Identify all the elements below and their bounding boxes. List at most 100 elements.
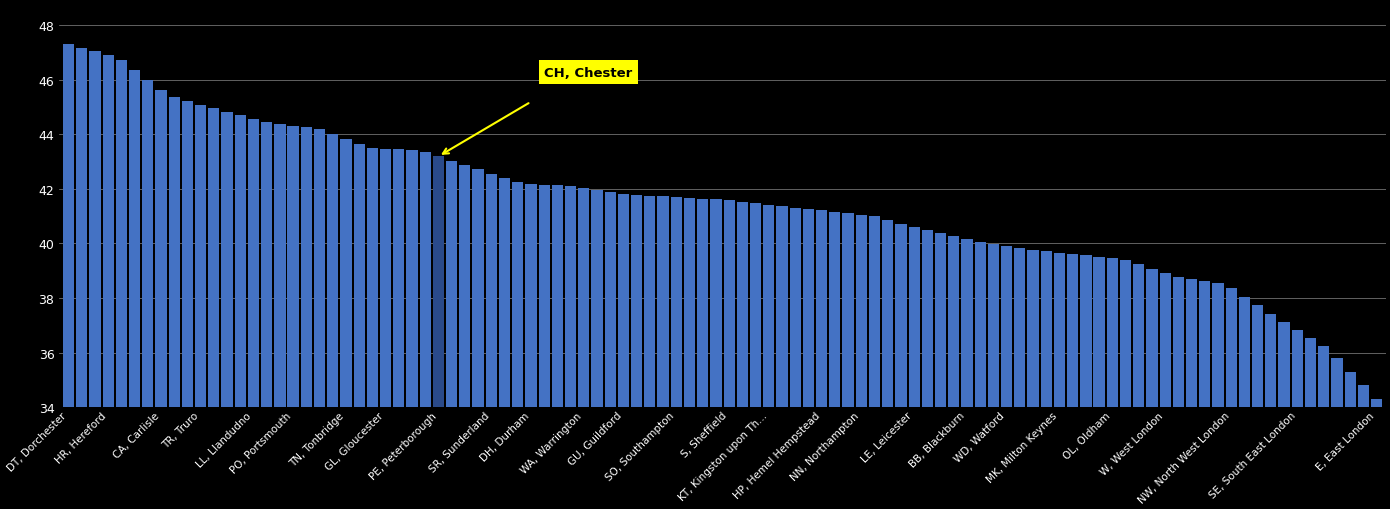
Text: CH, Chester: CH, Chester <box>543 67 632 79</box>
Bar <box>1371 399 1382 407</box>
Bar <box>710 200 721 407</box>
Bar <box>485 174 496 407</box>
Bar <box>353 144 364 407</box>
Bar <box>538 185 550 407</box>
Bar <box>168 98 179 407</box>
Text: Average age: 42.8: Average age: 42.8 <box>543 98 666 111</box>
Bar <box>63 45 74 407</box>
Bar <box>895 224 906 407</box>
Bar <box>1015 248 1026 407</box>
Bar <box>182 102 193 407</box>
Bar <box>379 149 391 407</box>
Bar <box>1291 330 1302 407</box>
Bar <box>842 214 853 407</box>
Bar <box>1279 322 1290 407</box>
Bar <box>698 199 709 407</box>
Bar <box>1238 297 1250 407</box>
Bar <box>1133 265 1144 407</box>
Bar <box>473 170 484 407</box>
Bar <box>1305 338 1316 407</box>
Bar <box>446 161 457 407</box>
Bar <box>314 129 325 407</box>
Bar <box>617 195 630 407</box>
Bar <box>1358 385 1369 407</box>
Bar <box>1344 372 1355 407</box>
Bar <box>195 105 206 407</box>
Bar <box>974 242 986 407</box>
Bar <box>777 207 788 407</box>
Bar <box>261 123 272 407</box>
Bar <box>1027 250 1038 407</box>
Bar <box>883 220 894 407</box>
Bar <box>341 139 352 407</box>
Bar <box>115 61 126 407</box>
Bar <box>856 215 867 407</box>
Bar <box>221 112 232 407</box>
Bar <box>512 183 524 407</box>
Bar <box>962 240 973 407</box>
Bar <box>1252 305 1264 407</box>
Bar <box>830 212 841 407</box>
Bar <box>790 208 801 407</box>
Bar <box>552 186 563 407</box>
Bar <box>499 179 510 407</box>
Bar <box>935 234 947 407</box>
Bar <box>1106 259 1118 407</box>
Bar <box>1173 277 1184 407</box>
Bar <box>631 195 642 407</box>
Bar <box>869 217 880 407</box>
Bar <box>459 165 470 407</box>
Bar <box>763 205 774 407</box>
Bar <box>1080 256 1091 407</box>
Bar <box>142 80 153 407</box>
Bar <box>605 193 616 407</box>
Bar <box>1332 358 1343 407</box>
Bar <box>1159 273 1170 407</box>
Bar <box>1147 269 1158 407</box>
Bar <box>578 189 589 407</box>
Bar <box>420 153 431 407</box>
Bar <box>247 120 259 407</box>
Bar <box>300 128 311 407</box>
Bar <box>1001 246 1012 407</box>
Bar <box>393 150 404 407</box>
Bar <box>644 196 656 407</box>
Bar <box>129 71 140 407</box>
Bar <box>1054 253 1065 407</box>
Bar <box>288 127 299 407</box>
Bar <box>1212 284 1223 407</box>
Bar <box>1094 258 1105 407</box>
Bar <box>327 134 338 407</box>
Bar <box>1186 279 1197 407</box>
Bar <box>525 184 537 407</box>
Bar <box>922 231 933 407</box>
Bar <box>89 52 100 407</box>
Bar <box>1200 281 1211 407</box>
Bar <box>909 228 920 407</box>
Bar <box>103 56 114 407</box>
Bar <box>803 210 815 407</box>
Bar <box>1318 346 1329 407</box>
Bar <box>751 204 762 407</box>
Bar <box>367 149 378 407</box>
Bar <box>1120 261 1131 407</box>
Bar <box>76 48 88 407</box>
Bar <box>432 157 443 407</box>
Bar <box>724 201 735 407</box>
Bar <box>1068 254 1079 407</box>
Bar <box>1226 289 1237 407</box>
Bar <box>406 151 417 407</box>
Bar <box>591 191 603 407</box>
Bar <box>684 199 695 407</box>
Bar <box>1265 314 1276 407</box>
Bar <box>1041 251 1052 407</box>
Bar <box>156 91 167 407</box>
Bar <box>235 116 246 407</box>
Bar <box>657 197 669 407</box>
Bar <box>564 187 577 407</box>
Bar <box>670 198 682 407</box>
Bar <box>274 125 285 407</box>
Bar <box>948 237 959 407</box>
Bar <box>988 244 999 407</box>
Bar <box>208 109 220 407</box>
